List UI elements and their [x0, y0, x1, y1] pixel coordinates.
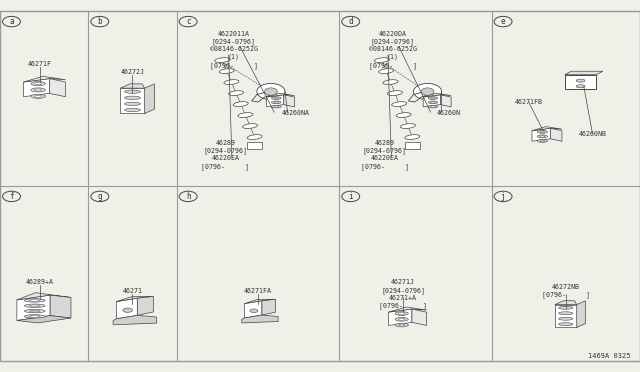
Ellipse shape	[271, 105, 281, 108]
Text: 46289+A: 46289+A	[26, 279, 54, 285]
Polygon shape	[550, 128, 562, 141]
Ellipse shape	[214, 58, 230, 62]
Ellipse shape	[395, 323, 408, 327]
Ellipse shape	[374, 58, 389, 62]
Polygon shape	[267, 93, 294, 97]
Text: 46272NB
[0796-     ]: 46272NB [0796- ]	[541, 284, 590, 298]
Text: 4622011A
[0294-0796]
©08146-6252G
(1)
[0796-     ]: 4622011A [0294-0796] ©08146-6252G (1) [0…	[209, 31, 257, 68]
Circle shape	[421, 88, 434, 95]
Ellipse shape	[220, 69, 234, 74]
Ellipse shape	[35, 83, 42, 84]
Ellipse shape	[123, 308, 132, 312]
Ellipse shape	[24, 315, 45, 318]
Polygon shape	[564, 71, 603, 75]
Polygon shape	[244, 299, 275, 304]
Text: 46271F: 46271F	[28, 61, 52, 67]
Text: e: e	[500, 17, 506, 26]
Polygon shape	[262, 299, 275, 315]
Text: d: d	[348, 17, 353, 26]
Ellipse shape	[35, 89, 42, 91]
Ellipse shape	[271, 97, 281, 99]
Ellipse shape	[540, 136, 545, 137]
Ellipse shape	[274, 97, 278, 99]
Ellipse shape	[395, 317, 408, 321]
Ellipse shape	[29, 299, 40, 301]
Ellipse shape	[540, 131, 545, 132]
Ellipse shape	[29, 315, 40, 317]
Ellipse shape	[401, 124, 415, 128]
Text: 46260NB: 46260NB	[579, 131, 607, 137]
Polygon shape	[440, 95, 451, 107]
Ellipse shape	[383, 80, 398, 84]
Text: h: h	[186, 192, 191, 201]
Ellipse shape	[125, 102, 140, 106]
Ellipse shape	[559, 323, 573, 326]
Polygon shape	[116, 296, 154, 302]
Polygon shape	[532, 128, 550, 141]
Text: 46260NA: 46260NA	[282, 110, 309, 116]
Polygon shape	[49, 78, 65, 97]
Polygon shape	[247, 142, 262, 149]
Polygon shape	[24, 78, 49, 97]
Ellipse shape	[125, 108, 140, 112]
Ellipse shape	[228, 91, 244, 96]
Polygon shape	[242, 315, 278, 323]
Ellipse shape	[125, 90, 140, 93]
Ellipse shape	[396, 113, 411, 118]
Ellipse shape	[233, 102, 248, 106]
Polygon shape	[17, 315, 71, 323]
Text: g: g	[97, 192, 102, 201]
Polygon shape	[388, 309, 412, 326]
Circle shape	[257, 83, 285, 100]
Text: 46289
[0294-0796]
46220EA
[0796-     ]: 46289 [0294-0796] 46220EA [0796- ]	[202, 140, 250, 170]
Polygon shape	[120, 84, 145, 88]
Polygon shape	[564, 75, 596, 89]
Ellipse shape	[559, 312, 573, 315]
Bar	[120, 88, 145, 113]
Polygon shape	[145, 84, 154, 113]
Ellipse shape	[431, 102, 435, 103]
Polygon shape	[24, 76, 65, 82]
Ellipse shape	[243, 124, 257, 128]
Polygon shape	[267, 95, 284, 107]
Ellipse shape	[428, 101, 438, 104]
Polygon shape	[113, 315, 157, 325]
Ellipse shape	[24, 304, 45, 307]
Polygon shape	[423, 95, 440, 107]
Polygon shape	[532, 126, 562, 131]
Circle shape	[264, 88, 277, 95]
Ellipse shape	[428, 105, 438, 108]
Bar	[555, 305, 577, 327]
Circle shape	[413, 83, 442, 100]
Ellipse shape	[395, 312, 408, 315]
Ellipse shape	[559, 306, 573, 309]
Ellipse shape	[35, 95, 42, 97]
Ellipse shape	[271, 101, 281, 104]
Polygon shape	[404, 142, 420, 149]
Ellipse shape	[576, 79, 585, 82]
Polygon shape	[17, 295, 50, 321]
Ellipse shape	[24, 299, 45, 302]
Text: b: b	[97, 17, 102, 26]
Polygon shape	[116, 298, 138, 319]
Ellipse shape	[274, 102, 278, 103]
Text: i: i	[348, 192, 353, 201]
Text: 46220DA
[0294-0796]
©08146-6252G
(1)
[0796-     ]: 46220DA [0294-0796] ©08146-6252G (1) [07…	[369, 31, 417, 68]
Ellipse shape	[379, 69, 394, 74]
Polygon shape	[412, 309, 426, 326]
Ellipse shape	[31, 94, 45, 98]
Ellipse shape	[29, 305, 40, 307]
Ellipse shape	[392, 102, 407, 106]
Ellipse shape	[540, 140, 545, 142]
Text: 1469A 0325: 1469A 0325	[588, 353, 630, 359]
Text: c: c	[186, 17, 191, 26]
Polygon shape	[577, 301, 586, 327]
Polygon shape	[50, 295, 71, 318]
Ellipse shape	[399, 324, 405, 326]
Ellipse shape	[31, 81, 45, 86]
Ellipse shape	[247, 135, 262, 140]
Text: j: j	[500, 192, 506, 201]
Ellipse shape	[238, 113, 253, 118]
Ellipse shape	[224, 80, 239, 84]
Polygon shape	[284, 95, 294, 107]
